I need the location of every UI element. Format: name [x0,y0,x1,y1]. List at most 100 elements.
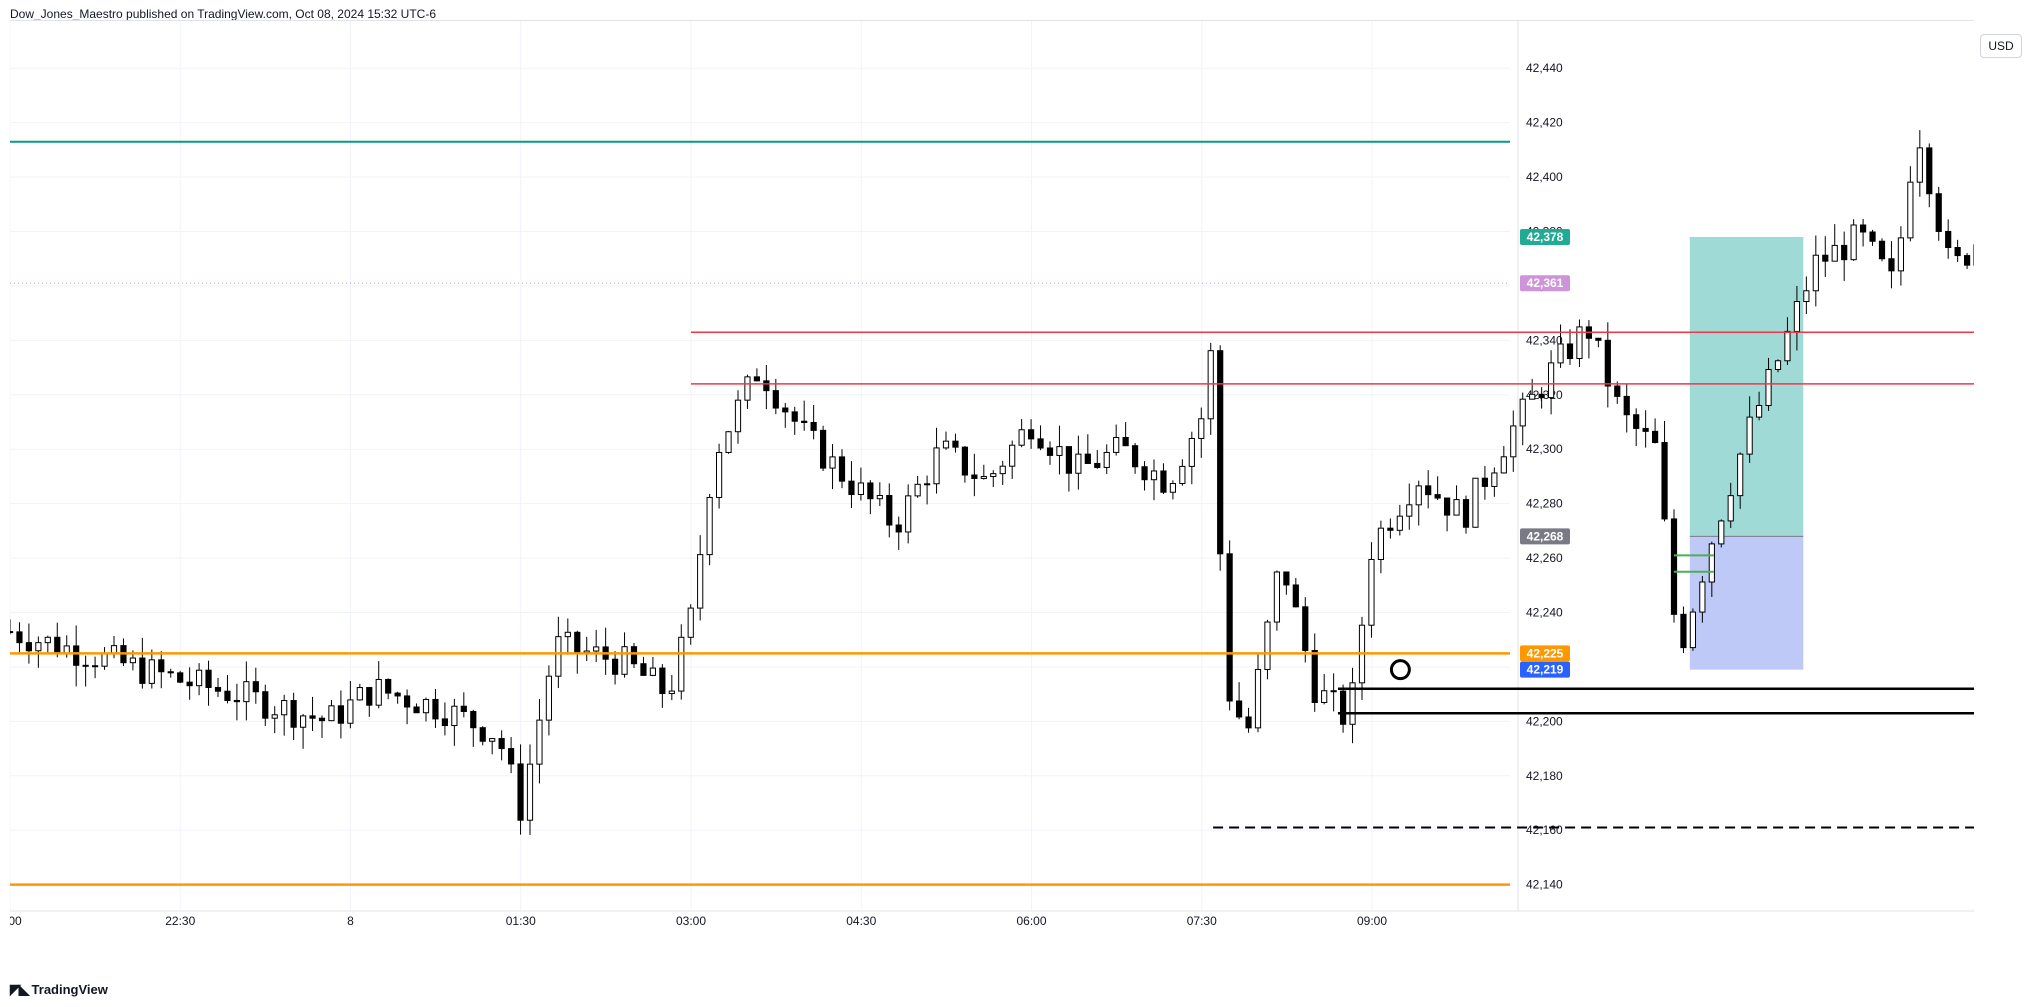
y-tick-label: 42,420 [1526,116,1563,130]
candle-body [1462,499,1470,528]
candle-body [1453,499,1460,516]
candle-body [1198,418,1205,439]
candle-body [441,718,449,727]
candle-body [1708,543,1715,583]
price-badge [1520,645,1570,662]
candle-body [1311,650,1318,704]
candle-body [1510,425,1517,458]
candle-body [1481,477,1489,487]
candle-body [233,699,241,703]
candle-body [611,658,619,675]
candle-body [980,476,987,479]
candle-body [205,669,212,688]
candle-body [791,411,798,422]
tradingview-logo[interactable]: ◤◣ TradingView [10,981,108,998]
candle-body [337,705,345,724]
price-badge [1520,661,1570,678]
candle-body [1160,470,1167,493]
candle-body [1302,606,1309,652]
candle-body [1680,613,1687,649]
y-tick-label: 42,260 [1526,551,1563,565]
candle-body [328,705,335,722]
candle-body [1046,447,1054,456]
y-tick-label: 42,160 [1526,823,1563,837]
candle-body [460,705,467,712]
candle-body [564,631,571,638]
y-tick-label: 42,140 [1526,878,1563,892]
candle-body [422,698,430,714]
candle-body [545,675,553,721]
candle-body [110,645,118,654]
candle-body [1339,690,1347,725]
candle-body [1103,451,1110,468]
candle-body [10,631,14,634]
candle-body [668,690,675,695]
candle-body [725,431,732,453]
candle-body [1538,393,1545,399]
candle-body [1368,559,1375,626]
candle-body [1500,456,1507,474]
candle-body [1283,571,1290,586]
chart-area[interactable]: 42,44042,42042,40042,38042,36042,34042,3… [10,20,1974,972]
candle-body [158,659,165,673]
candle-body [697,554,704,609]
candle-body [536,719,543,765]
candle-body [1491,472,1498,487]
price-badge-label: 42,219 [1527,663,1564,677]
candle-body [271,714,278,719]
candle-body [555,636,562,677]
candle-body [961,446,969,476]
candle-body [1065,446,1073,474]
candle-body [1273,571,1281,623]
candle-body [1472,477,1479,528]
candle-body [1254,668,1262,729]
y-tick-label: 42,240 [1526,606,1563,620]
candle-body [1878,240,1886,260]
candle-body [318,717,326,722]
candle-body [772,390,779,409]
candle-body [1623,395,1630,416]
candle-body [44,636,51,644]
candle-body [101,652,108,667]
candle-body [1113,437,1120,453]
y-tick-label: 42,440 [1526,61,1563,75]
candle-body [54,636,61,655]
candle-body [25,642,33,652]
x-tick-label: 06:00 [1016,914,1046,928]
x-tick-label: 09:00 [1357,914,1387,928]
candle-body [186,681,193,687]
candle-body [394,692,401,697]
candle-body [1737,453,1744,497]
candle-body [1425,485,1432,496]
marker-circle [1389,659,1411,681]
candle-body [385,678,392,694]
candle-body [517,763,524,821]
candle-body [678,636,685,692]
candle-body [649,667,657,676]
candle-body [829,456,836,469]
candle-body [1670,518,1678,615]
candle-body [1746,416,1753,455]
candle-body [1699,581,1706,613]
candle-body [243,681,250,703]
candle-body [1217,350,1224,555]
candle-body [1264,621,1271,670]
candle-body [1935,193,1942,232]
candle-body [1812,254,1819,292]
currency-button[interactable]: USD [1980,34,2022,58]
candle-body [1245,716,1252,729]
candle-body [1718,520,1725,545]
candle-body [999,465,1006,475]
candle-body [1793,301,1801,332]
candle-body [1755,405,1763,418]
candle-body [1926,147,1933,195]
candle-body [1150,470,1158,481]
candle-body [810,422,817,431]
candlestick-chart[interactable]: 42,44042,42042,40042,38042,36042,34042,3… [10,21,1974,972]
candle-body [886,495,893,526]
candle-body [1689,611,1697,649]
candle-body [1349,682,1356,725]
candle-body [782,407,789,413]
candle-body [801,420,808,424]
candle-body [470,710,477,729]
